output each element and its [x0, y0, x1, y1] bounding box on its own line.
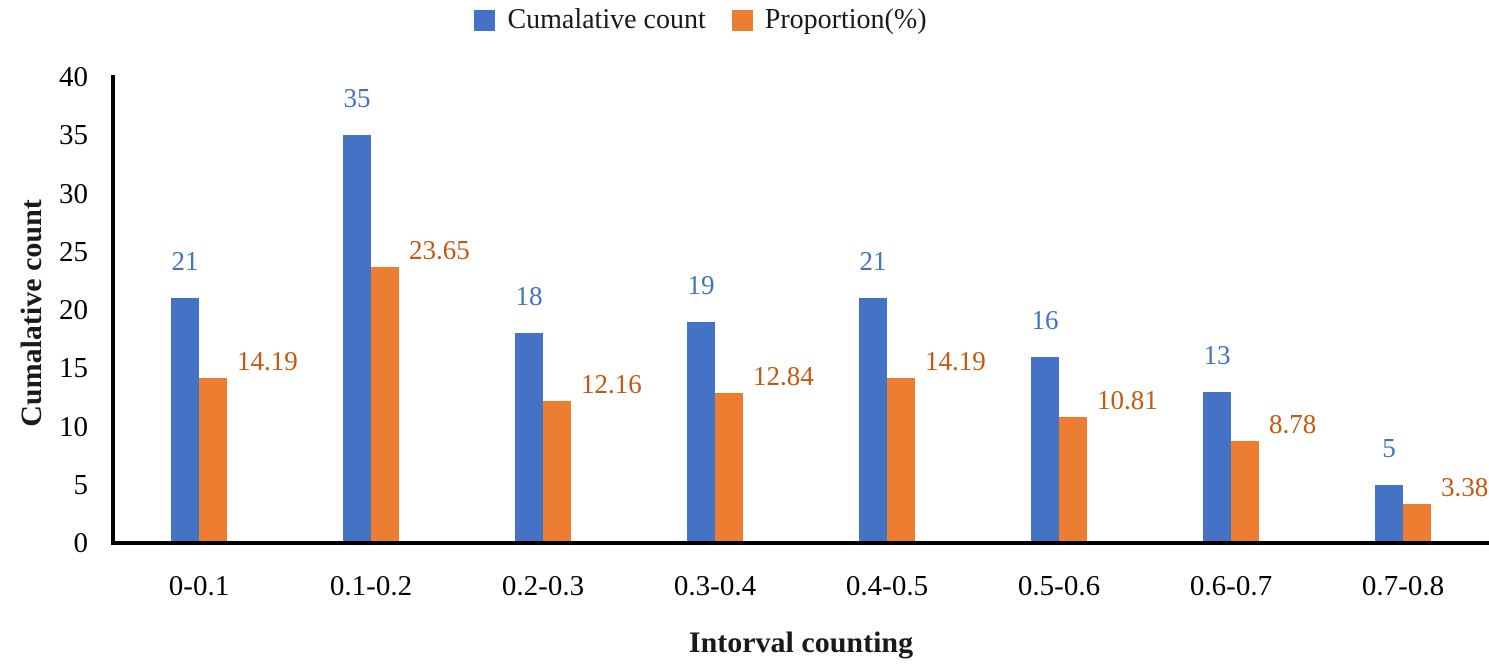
- bar-proportion-0.2-0.3[interactable]: [543, 401, 571, 541]
- data-label-cumulative-count-0.5-0.6: 16: [1031, 304, 1059, 335]
- data-label-cumulative-count-0.6-0.7: 13: [1203, 339, 1231, 370]
- bar-cumulative-count-0.7-0.8[interactable]: [1375, 484, 1403, 541]
- bar-cumulative-count-0.5-0.6[interactable]: [1031, 356, 1059, 541]
- data-label-proportion-0.1-0.2: 23.65: [409, 235, 470, 266]
- y-tick-label-15: 15: [59, 352, 88, 385]
- x-tick-label-0.5-0.6: 0.5-0.6: [1017, 570, 1101, 602]
- bar-proportion-0.3-0.4[interactable]: [715, 393, 743, 541]
- chart-legend: Cumalative count Proportion(%): [0, 4, 1445, 36]
- y-tick-label-20: 20: [59, 294, 88, 326]
- y-tick-label-40: 40: [59, 61, 88, 93]
- y-tick-label-35: 35: [59, 119, 88, 152]
- y-tick-label-30: 30: [59, 177, 88, 210]
- x-axis-title: Intorval counting: [688, 626, 914, 659]
- data-label-cumulative-count-0.3-0.4: 19: [687, 269, 715, 300]
- bar-proportion-0-0.1[interactable]: [199, 377, 227, 541]
- bar-cumulative-count-0.4-0.5[interactable]: [859, 298, 887, 541]
- legend-label-proportion: Proportion(%): [764, 4, 927, 35]
- y-tick-label-10: 10: [59, 410, 88, 443]
- bar-proportion-0.1-0.2[interactable]: [371, 267, 399, 541]
- legend-item-proportion[interactable]: Proportion(%): [731, 4, 927, 36]
- data-label-proportion-0.6-0.7: 8.78: [1269, 408, 1317, 439]
- bar-cumulative-count-0.1-0.2[interactable]: [343, 135, 371, 541]
- legend-label-cumulative-count: Cumalative count: [507, 4, 706, 35]
- x-tick-label-0.1-0.2: 0.1-0.2: [329, 570, 413, 602]
- x-tick-label-0.6-0.7: 0.6-0.7: [1189, 570, 1273, 602]
- data-label-proportion-0-0.1: 14.19: [237, 345, 298, 376]
- bar-cumulative-count-0-0.1[interactable]: [171, 298, 199, 541]
- x-tick-label-0-0.1: 0-0.1: [168, 570, 230, 602]
- data-label-proportion-0.2-0.3: 12.16: [581, 369, 642, 400]
- data-label-cumulative-count-0.7-0.8: 5: [1382, 432, 1396, 463]
- data-label-proportion-0.4-0.5: 14.19: [925, 345, 986, 376]
- legend-swatch-proportion-icon: [731, 9, 753, 31]
- bar-cumulative-count-0.3-0.4[interactable]: [687, 321, 715, 541]
- x-axis-line: [111, 541, 1489, 545]
- legend-item-cumulative-count[interactable]: Cumalative count: [474, 4, 706, 36]
- legend-swatch-cumulative-count-icon: [474, 9, 496, 31]
- y-axis-line: [111, 75, 115, 545]
- data-label-cumulative-count-0.2-0.3: 18: [515, 281, 543, 312]
- y-tick-label-5: 5: [73, 468, 89, 501]
- x-tick-label-0.4-0.5: 0.4-0.5: [845, 570, 929, 602]
- bar-cumulative-count-0.2-0.3[interactable]: [515, 333, 543, 541]
- bar-proportion-0.4-0.5[interactable]: [887, 377, 915, 541]
- bar-proportion-0.7-0.8[interactable]: [1403, 503, 1431, 541]
- y-tick-label-25: 25: [59, 235, 88, 268]
- bar-cumulative-count-0.6-0.7[interactable]: [1203, 391, 1231, 541]
- data-label-cumulative-count-0.1-0.2: 35: [343, 83, 371, 114]
- data-label-cumulative-count-0.4-0.5: 21: [859, 246, 887, 277]
- x-tick-label-0.3-0.4: 0.3-0.4: [673, 570, 757, 602]
- x-tick-label-0.2-0.3: 0.2-0.3: [501, 570, 585, 602]
- data-label-proportion-0.3-0.4: 12.84: [753, 361, 814, 392]
- data-label-proportion-0.5-0.6: 10.81: [1097, 385, 1158, 416]
- bar-proportion-0.6-0.7[interactable]: [1231, 440, 1259, 541]
- y-tick-label-0: 0: [73, 527, 89, 559]
- data-label-proportion-0.7-0.8: 3.38: [1441, 471, 1489, 502]
- data-label-cumulative-count-0-0.1: 21: [171, 246, 199, 277]
- bar-proportion-0.5-0.6[interactable]: [1059, 417, 1087, 541]
- x-tick-label-0.7-0.8: 0.7-0.8: [1361, 570, 1445, 602]
